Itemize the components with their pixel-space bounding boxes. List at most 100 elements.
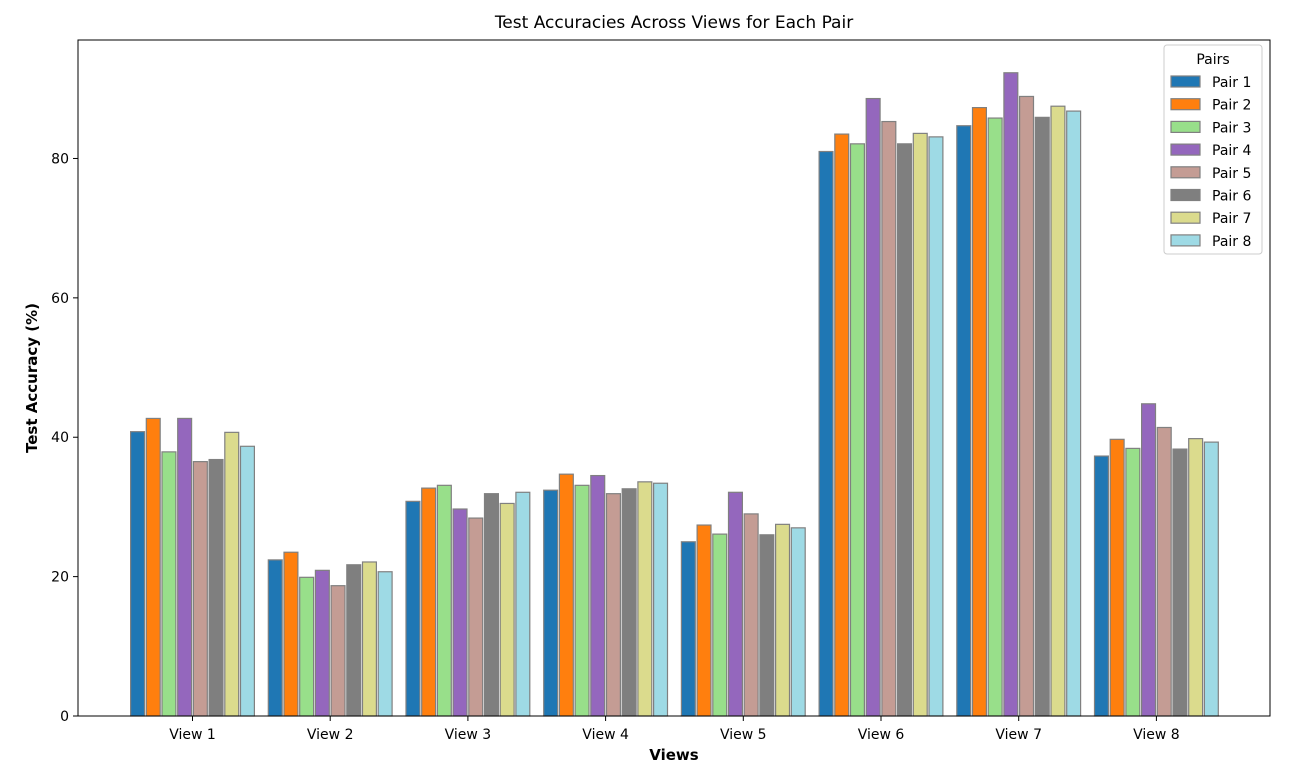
bar-pair-4-view-1 xyxy=(177,417,193,717)
bar-pair-3-view-6 xyxy=(849,143,865,717)
bar-pair-7-view-1 xyxy=(224,431,240,717)
x-tick-label: View 5 xyxy=(720,727,767,743)
bar-pair-6-view-8 xyxy=(1172,448,1188,717)
bar-pair-2-view-8 xyxy=(1109,438,1125,717)
bar-pair-5-view-5 xyxy=(743,513,759,717)
x-axis: View 1 View 2 View 3 View 4 View 5 View 6 View… xyxy=(169,716,1180,743)
legend-swatch xyxy=(1170,234,1201,247)
bar-pair-8-view-4 xyxy=(652,482,669,717)
y-tick-label: 0 xyxy=(60,709,69,725)
legend-label: Pair 2 xyxy=(1212,98,1251,114)
x-axis-label: Views xyxy=(649,746,699,764)
bar-pair-1-view-4 xyxy=(543,489,559,717)
chart-title: Test Accuracies Across Views for Each Pa… xyxy=(494,13,853,33)
legend-swatch xyxy=(1170,120,1201,134)
bar-pair-4-view-3 xyxy=(452,508,468,717)
bar-pair-3-view-2 xyxy=(299,576,315,717)
bar-pair-5-view-4 xyxy=(605,493,621,717)
bar-pair-8-view-7 xyxy=(1066,110,1082,717)
y-tick-label: 40 xyxy=(51,430,69,446)
y-tick-label: 60 xyxy=(51,291,69,307)
legend-box xyxy=(1163,44,1263,255)
bar-pair-3-view-4 xyxy=(574,484,590,717)
bar-pair-7-view-3 xyxy=(499,502,515,717)
bar-pair-4-view-5 xyxy=(727,491,743,717)
bar-pair-7-view-4 xyxy=(637,481,653,717)
bar-pair-1-view-5 xyxy=(680,541,696,717)
legend-label: Pair 6 xyxy=(1212,189,1251,205)
bar-pair-4-view-2 xyxy=(314,569,330,717)
bar-pair-6-view-6 xyxy=(896,143,913,717)
x-tick-label: View 3 xyxy=(445,727,492,743)
bar-pair-2-view-2 xyxy=(283,551,299,717)
legend-swatch xyxy=(1170,75,1201,88)
bar-pair-8-view-8 xyxy=(1203,441,1219,717)
bar-pair-4-view-4 xyxy=(590,474,606,717)
bar-pair-5-view-6 xyxy=(881,120,897,717)
plot-frame xyxy=(77,39,1271,717)
legend-label: Pair 7 xyxy=(1212,211,1251,227)
bar-pair-6-view-1 xyxy=(208,458,224,717)
y-axis: 0 20 40 60 80 xyxy=(51,151,78,725)
legend-swatch xyxy=(1170,188,1201,202)
legend-items: Pair 1 Pair 2 Pair 3 Pair 4 Pair 5 Pair 6 Pair… xyxy=(1170,75,1251,250)
legend-label: Pair 5 xyxy=(1212,166,1251,182)
bar-pair-2-view-6 xyxy=(834,133,850,717)
bar-pair-8-view-3 xyxy=(515,491,531,717)
bar-pair-7-view-7 xyxy=(1050,105,1066,717)
bars-group xyxy=(130,72,1219,717)
legend-label: Pair 3 xyxy=(1212,120,1251,136)
bar-pair-2-view-1 xyxy=(145,417,161,717)
bar-pair-3-view-8 xyxy=(1125,447,1141,717)
bar-pair-5-view-3 xyxy=(468,517,484,717)
x-tick-label: View 6 xyxy=(858,727,905,743)
x-tick-label: View 4 xyxy=(582,727,629,743)
bar-pair-3-view-7 xyxy=(987,117,1003,717)
bar-pair-2-view-4 xyxy=(558,473,574,717)
bar-pair-5-view-2 xyxy=(330,585,346,717)
legend-swatch xyxy=(1170,211,1201,224)
bar-pair-5-view-7 xyxy=(1018,95,1035,717)
bar-pair-3-view-3 xyxy=(436,484,452,717)
bar-pair-1-view-1 xyxy=(130,431,146,717)
x-tick-label: View 8 xyxy=(1133,727,1180,743)
legend-label: Pair 8 xyxy=(1212,234,1251,250)
y-axis-label: Test Accuracy (%) xyxy=(23,303,41,453)
legend-title: Pairs xyxy=(1196,52,1229,68)
bar-pair-6-view-5 xyxy=(759,534,775,717)
bar-pair-4-view-7 xyxy=(1003,72,1019,717)
bar-pair-3-view-5 xyxy=(712,533,728,717)
bar-pair-2-view-7 xyxy=(971,106,987,717)
bar-pair-1-view-2 xyxy=(267,559,283,717)
x-tick-label: View 7 xyxy=(995,727,1042,743)
bar-pair-6-view-4 xyxy=(621,488,637,717)
bar-pair-1-view-8 xyxy=(1093,455,1109,717)
bar-pair-1-view-3 xyxy=(405,500,421,717)
legend-swatch xyxy=(1170,166,1201,179)
x-tick-label: View 1 xyxy=(169,727,216,743)
bar-pair-7-view-6 xyxy=(912,132,928,717)
bar-pair-8-view-5 xyxy=(790,527,806,717)
bar-pair-1-view-7 xyxy=(956,125,972,717)
bar-pair-2-view-3 xyxy=(421,487,437,717)
legend-swatch xyxy=(1170,98,1201,111)
bar-pair-1-view-6 xyxy=(818,150,834,717)
y-tick-label: 20 xyxy=(51,570,69,586)
bar-pair-5-view-1 xyxy=(192,461,208,717)
bar-pair-8-view-6 xyxy=(928,136,944,717)
legend-label: Pair 4 xyxy=(1212,143,1251,159)
x-tick-label: View 2 xyxy=(307,727,354,743)
bar-pair-7-view-5 xyxy=(774,523,791,717)
bar-pair-5-view-8 xyxy=(1156,426,1172,717)
y-tick-label: 80 xyxy=(51,151,69,167)
bar-pair-8-view-1 xyxy=(239,445,255,717)
legend-label: Pair 1 xyxy=(1212,75,1251,91)
bar-pair-4-view-6 xyxy=(865,97,881,717)
bar-pair-6-view-7 xyxy=(1034,116,1050,717)
bar-pair-2-view-5 xyxy=(696,524,712,717)
bar-pair-4-view-8 xyxy=(1140,403,1157,717)
bar-pair-6-view-3 xyxy=(483,493,499,717)
bar-pair-3-view-1 xyxy=(161,451,177,717)
